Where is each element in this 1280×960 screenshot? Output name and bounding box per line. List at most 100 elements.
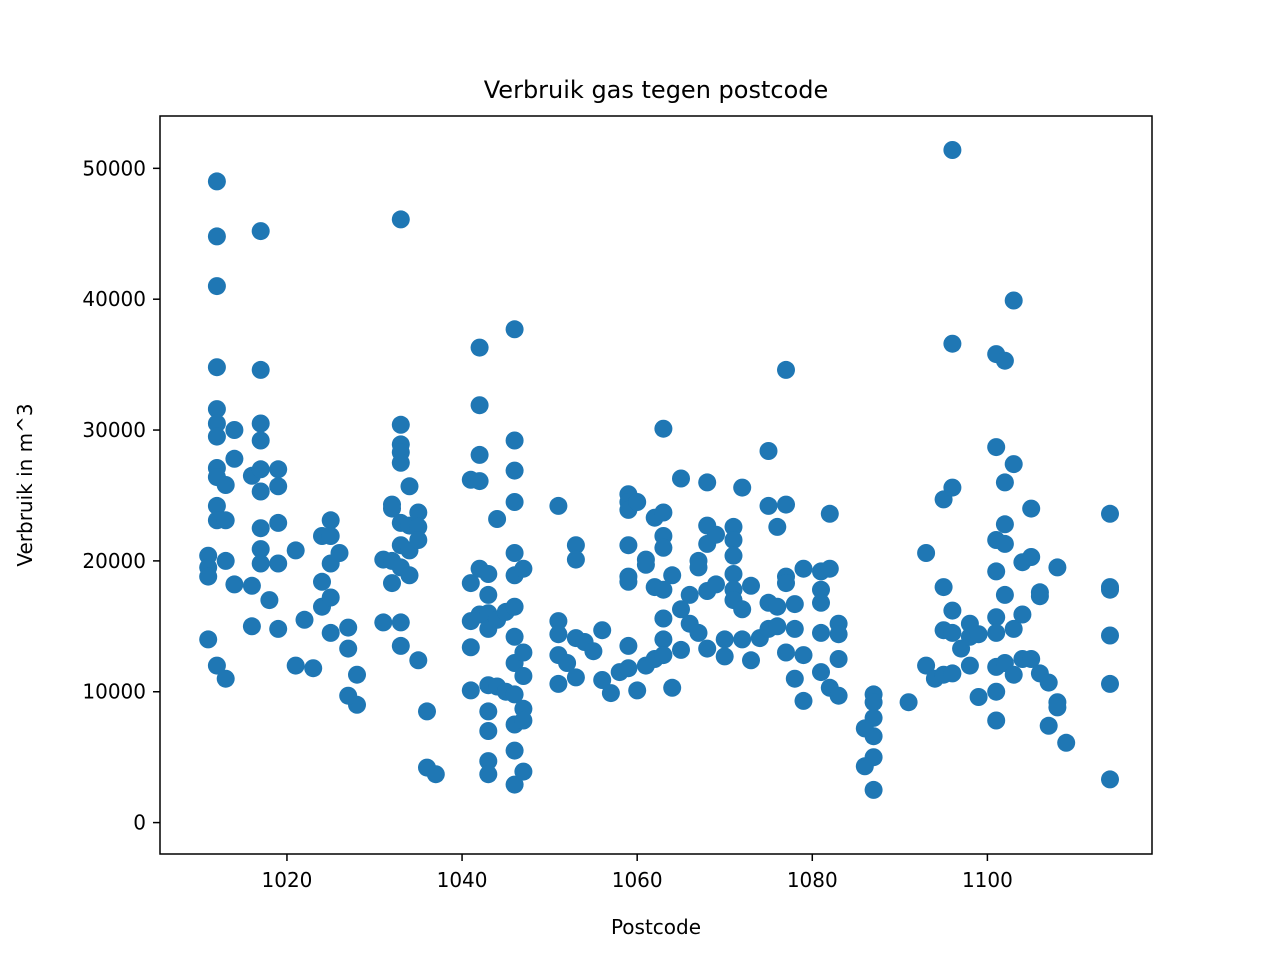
data-point <box>207 414 226 433</box>
data-point <box>505 461 524 480</box>
data-point <box>995 515 1014 534</box>
y-tick-label: 20000 <box>82 549 146 573</box>
data-point <box>383 499 401 518</box>
y-tick-label: 30000 <box>82 418 146 442</box>
data-point <box>479 565 498 583</box>
data-point <box>251 482 270 501</box>
data-point <box>426 765 445 784</box>
data-point <box>1048 558 1067 577</box>
data-point <box>374 613 393 632</box>
data-point <box>251 431 270 450</box>
data-point <box>269 477 288 496</box>
data-point <box>663 678 682 697</box>
data-point <box>785 669 804 688</box>
data-point <box>260 591 279 610</box>
data-point <box>934 578 953 597</box>
data-point <box>409 517 428 536</box>
data-point <box>829 650 848 668</box>
data-point <box>812 593 830 612</box>
x-tick-label: 1020 <box>262 868 313 892</box>
data-point <box>216 669 235 688</box>
data-point <box>286 541 305 560</box>
data-point <box>207 172 226 191</box>
data-point <box>715 647 734 666</box>
data-point <box>1101 674 1119 693</box>
y-tick-label: 0 <box>133 811 146 835</box>
x-axis-ticks: 1020 1040 1060 1080 1100 <box>262 854 1013 892</box>
data-point <box>987 608 1006 627</box>
data-point <box>225 575 244 594</box>
data-point <box>707 525 725 544</box>
data-point <box>619 659 638 678</box>
data-point <box>1039 673 1058 692</box>
data-point <box>759 496 778 515</box>
data-point <box>514 667 533 685</box>
y-tick-label: 40000 <box>82 287 146 311</box>
data-point <box>995 534 1014 553</box>
data-point <box>759 442 778 460</box>
data-point <box>864 693 883 712</box>
data-point <box>768 517 787 536</box>
data-point <box>943 334 962 353</box>
data-point <box>698 639 717 658</box>
data-point <box>242 576 261 595</box>
data-point <box>680 585 699 604</box>
data-point <box>855 757 874 776</box>
x-tick-label: 1080 <box>787 868 838 892</box>
data-point <box>321 588 340 607</box>
data-point <box>724 565 743 583</box>
data-point <box>566 668 585 687</box>
data-point <box>514 559 533 578</box>
data-point <box>969 688 988 706</box>
y-tick-label: 10000 <box>82 680 146 704</box>
data-point <box>785 595 804 614</box>
data-point <box>514 643 533 662</box>
data-point <box>313 572 331 591</box>
data-point <box>242 617 261 636</box>
data-point <box>995 585 1014 604</box>
x-axis-label: Postcode <box>611 915 701 939</box>
data-point <box>742 576 760 595</box>
data-point <box>864 780 883 799</box>
data-point <box>672 600 690 619</box>
data-point <box>479 585 498 604</box>
data-point <box>391 453 410 472</box>
data-point <box>207 277 226 296</box>
data-point <box>654 419 673 438</box>
data-point <box>479 752 498 771</box>
data-point <box>1004 619 1023 638</box>
data-point <box>777 574 795 593</box>
data-point <box>199 567 218 586</box>
data-point <box>391 210 410 229</box>
data-point <box>698 473 717 492</box>
x-tick-label: 1040 <box>437 868 488 892</box>
data-point <box>1048 698 1067 717</box>
data-point <box>505 627 524 646</box>
data-point <box>251 554 270 573</box>
data-point <box>995 351 1014 370</box>
data-point <box>943 664 962 683</box>
data-point <box>943 478 962 497</box>
data-point <box>339 686 358 705</box>
data-point <box>505 741 524 760</box>
data-point <box>969 625 988 644</box>
data-point <box>549 496 568 515</box>
data-point <box>995 473 1014 492</box>
data-point <box>943 601 962 620</box>
data-point <box>470 445 489 464</box>
data-point <box>1013 605 1032 624</box>
y-axis-ticks: 0 10000 20000 30000 40000 50000 <box>82 156 160 835</box>
data-point <box>987 623 1006 642</box>
data-point <box>733 630 752 649</box>
data-point <box>470 338 489 357</box>
data-point <box>724 546 743 565</box>
data-point <box>820 504 839 523</box>
data-point <box>619 572 638 591</box>
data-point <box>672 640 690 659</box>
data-point <box>593 621 612 640</box>
data-point <box>1004 291 1023 310</box>
data-point <box>584 642 603 661</box>
data-point <box>216 551 235 570</box>
data-point <box>1022 499 1041 518</box>
